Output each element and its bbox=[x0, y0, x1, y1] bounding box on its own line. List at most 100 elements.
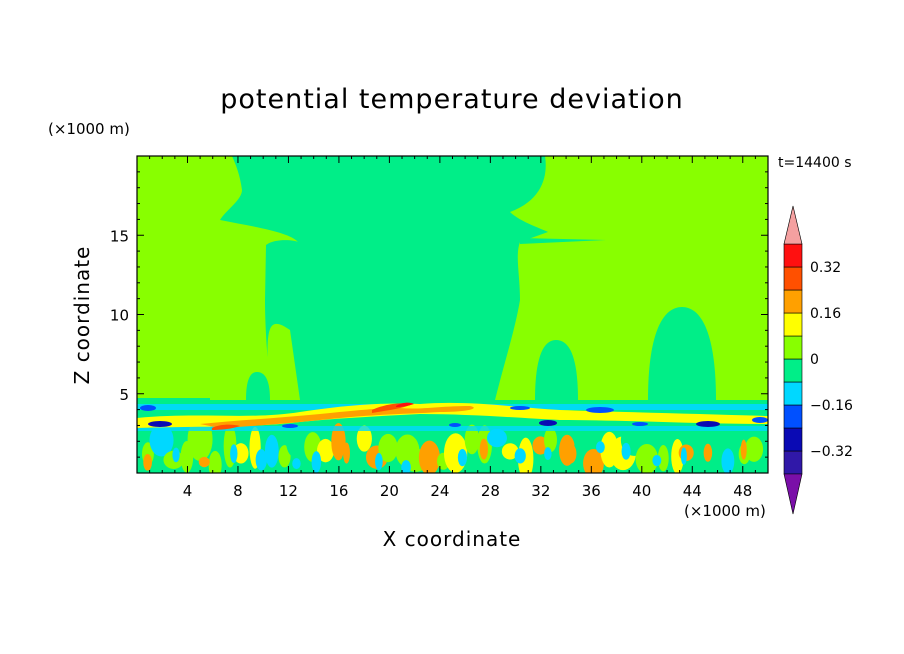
colorbar-box bbox=[783, 312, 803, 337]
field-cell bbox=[464, 424, 480, 455]
field-cell-strong bbox=[429, 451, 436, 466]
field-cell-strong bbox=[564, 443, 577, 464]
field-cell-strong bbox=[401, 460, 411, 473]
x-axis-label: X coordinate bbox=[382, 527, 522, 551]
cold-spot bbox=[586, 407, 614, 413]
x-tick-label: 4 bbox=[183, 482, 193, 500]
field-cell bbox=[693, 428, 710, 450]
colorbar-box bbox=[783, 266, 803, 291]
y-axis-unit: (×1000 m) bbox=[48, 120, 130, 138]
field-cell-strong bbox=[596, 441, 605, 454]
colorbar-label: −0.32 bbox=[810, 444, 853, 460]
field-cell bbox=[657, 445, 669, 472]
colorbar-box bbox=[783, 289, 803, 314]
x-tick-label: 20 bbox=[380, 482, 399, 500]
cold-spot bbox=[539, 420, 557, 426]
field-cell bbox=[544, 427, 557, 453]
field-cell bbox=[278, 445, 291, 468]
colorbar-label: 0 bbox=[810, 352, 819, 368]
cold-spot bbox=[510, 406, 530, 410]
field-cell-strong bbox=[680, 447, 687, 465]
field-cell-strong bbox=[172, 447, 180, 463]
colorbar-label: −0.16 bbox=[810, 398, 853, 414]
field-cell-strong bbox=[544, 447, 552, 461]
field-cell bbox=[635, 443, 659, 473]
y-tick-label: 10 bbox=[110, 307, 129, 325]
field-cell-strong bbox=[255, 449, 267, 471]
cold-spot bbox=[140, 405, 156, 411]
field-cell-strong bbox=[343, 442, 351, 464]
x-axis-unit: (×1000 m) bbox=[684, 502, 766, 520]
colorbar-box bbox=[783, 381, 803, 406]
field-cell-strong bbox=[479, 438, 489, 460]
colorbar-box bbox=[783, 404, 803, 429]
y-axis-ticks: 5 10 15 bbox=[110, 171, 768, 458]
cool-plume-central bbox=[220, 156, 548, 400]
cool-bubble-a bbox=[267, 323, 300, 400]
field-cell bbox=[208, 450, 222, 473]
field-cell bbox=[574, 429, 587, 471]
shear-layer-red-2 bbox=[396, 402, 414, 407]
field-cell-strong bbox=[457, 448, 468, 467]
x-tick-label: 44 bbox=[683, 482, 702, 500]
field-cell-strong bbox=[230, 444, 238, 463]
cool-bubble-1 bbox=[246, 372, 270, 400]
colorbar: 0.32 0.16 0 −0.16 −0.32 bbox=[783, 205, 853, 515]
field-cell-strong bbox=[292, 458, 301, 470]
chart-title: potential temperature deviation bbox=[220, 84, 684, 115]
y-tick-label: 5 bbox=[119, 386, 129, 404]
cool-filament bbox=[520, 238, 606, 244]
shear-layer-hot bbox=[200, 406, 474, 428]
field-cell bbox=[149, 423, 174, 457]
x-tick-label: 36 bbox=[582, 482, 601, 500]
cold-spot bbox=[282, 424, 298, 428]
heatmap-field bbox=[137, 156, 768, 473]
time-label: t=14400 s bbox=[778, 155, 852, 171]
colorbar-box bbox=[783, 427, 803, 452]
x-tick-label: 40 bbox=[632, 482, 651, 500]
field-cell-strong bbox=[703, 443, 713, 462]
cool-bubble-4 bbox=[535, 340, 578, 400]
field-cell bbox=[721, 448, 735, 473]
cold-spots bbox=[140, 405, 768, 428]
x-tick-label: 32 bbox=[531, 482, 550, 500]
x-tick-label: 8 bbox=[233, 482, 243, 500]
cold-spot bbox=[449, 423, 461, 427]
cold-spot bbox=[148, 421, 172, 427]
x-tick-label: 12 bbox=[279, 482, 298, 500]
cold-spot bbox=[632, 422, 648, 426]
field-cell bbox=[501, 443, 519, 460]
cold-spot bbox=[752, 417, 768, 423]
colorbar-box bbox=[783, 243, 803, 268]
field-cell bbox=[331, 422, 346, 461]
field-cell bbox=[486, 428, 507, 448]
x-tick-label: 28 bbox=[481, 482, 500, 500]
x-tick-label: 48 bbox=[733, 482, 752, 500]
x-tick-label: 16 bbox=[329, 482, 348, 500]
colorbar-box bbox=[783, 335, 803, 360]
field-cell-strong bbox=[311, 451, 322, 473]
y-tick-label: 15 bbox=[110, 227, 129, 245]
colorbar-extend-min bbox=[783, 473, 803, 515]
colorbar-label: 0.32 bbox=[810, 260, 841, 276]
x-tick-label: 24 bbox=[430, 482, 449, 500]
field-cell bbox=[744, 436, 764, 462]
cool-bubble-2 bbox=[328, 356, 370, 400]
x-axis-ticks: 4 8 12 16 20 24 28 32 36 40 44 48 bbox=[149, 156, 756, 500]
field-cell bbox=[264, 434, 279, 468]
field-cell-strong bbox=[375, 453, 383, 471]
field-cell-strong bbox=[514, 448, 526, 464]
field-cell bbox=[378, 433, 398, 463]
field-cell bbox=[583, 448, 604, 473]
field-cell-strong bbox=[652, 454, 662, 467]
field-cell-strong bbox=[198, 456, 210, 468]
field-cell-strong bbox=[740, 439, 747, 460]
field-cell-strong bbox=[143, 453, 152, 471]
colorbar-label: 0.16 bbox=[810, 306, 841, 322]
colorbar-box bbox=[783, 450, 803, 475]
shear-layer-red-3 bbox=[212, 424, 240, 430]
field-cell bbox=[317, 438, 335, 463]
field-cell bbox=[233, 443, 249, 464]
